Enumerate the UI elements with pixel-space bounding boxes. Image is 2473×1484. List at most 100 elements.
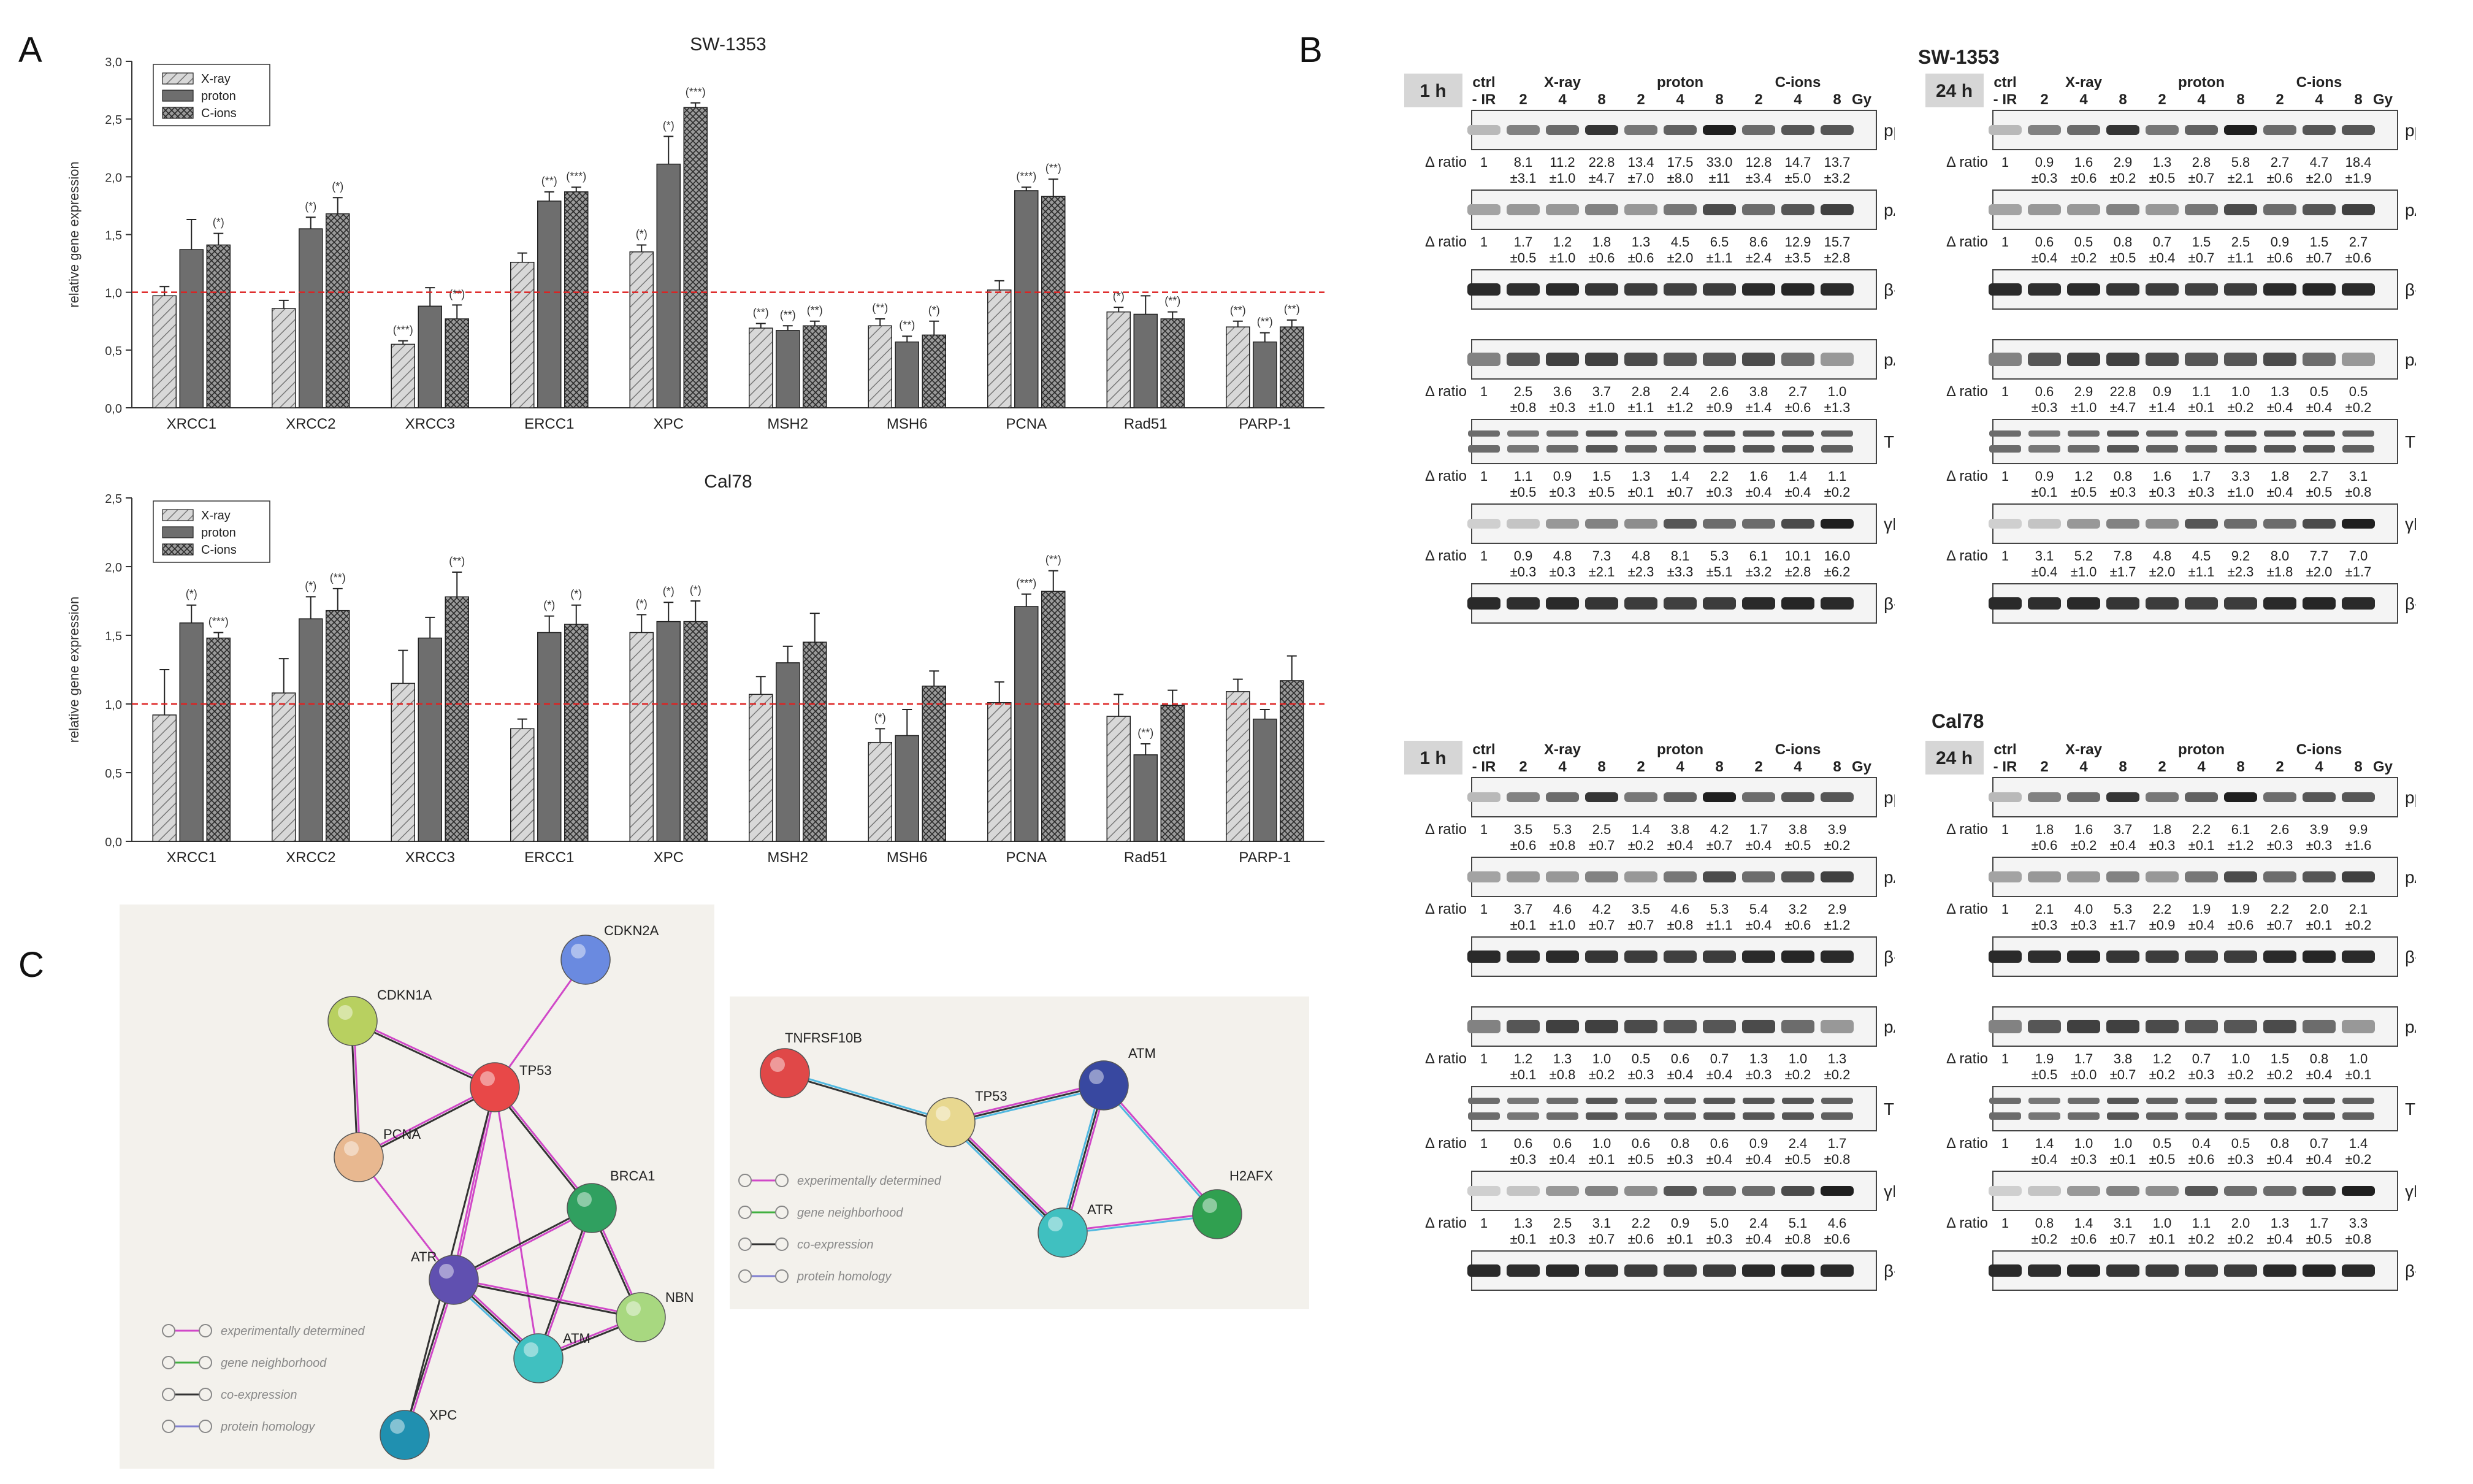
ratio-value: 2.5: [1514, 384, 1533, 399]
band: [1781, 283, 1814, 296]
delta-ratio-label: Δ ratio: [1425, 1215, 1467, 1231]
ratio-error: ±1.2: [2228, 838, 2254, 853]
ratio-value: 0.8: [2114, 234, 2133, 250]
ratio-value: 2.5: [1592, 822, 1611, 837]
ratio-value: 10.1: [1785, 548, 1811, 564]
ratio-value: 7.0: [2349, 548, 2368, 564]
bar-proton: [895, 735, 919, 842]
band: [1546, 445, 1578, 453]
x-tick-label: Rad51: [1124, 416, 1168, 432]
ratio-value: 0.5: [1632, 1051, 1651, 1066]
band: [1989, 1112, 2021, 1120]
network-edge: [1062, 1212, 1217, 1233]
ratio-value: 5.4: [1749, 901, 1768, 917]
ratio-value: 1: [1480, 822, 1488, 837]
band: [2068, 1112, 2100, 1120]
band: [2303, 1112, 2335, 1120]
bar-c-ions: [206, 244, 231, 408]
network-edge: [1063, 1214, 1218, 1235]
x-tick-label: ERCC1: [524, 416, 574, 432]
network-edge: [405, 1280, 456, 1436]
band: [1625, 430, 1657, 437]
delta-ratio-label: Δ ratio: [1946, 154, 1988, 170]
band: [1989, 950, 2022, 963]
ratio-value: 4.6: [1671, 901, 1690, 917]
ratio-value: 0.9: [1514, 548, 1533, 564]
node-highlight: [577, 1192, 592, 1207]
band: [2185, 950, 2218, 963]
ratio-error: ±1.3: [1824, 400, 1851, 415]
group-label: C-ions: [1775, 74, 1821, 91]
band: [2146, 125, 2179, 135]
band: [1989, 125, 2022, 135]
legend-label: X-ray: [201, 72, 231, 86]
band: [1546, 125, 1579, 135]
band: [2303, 1264, 2336, 1277]
band: [1624, 1186, 1657, 1196]
band: [2303, 1020, 2336, 1033]
ratio-error: ±0.1: [1510, 1231, 1537, 1247]
band: [2068, 445, 2100, 453]
ratio-error: ±0.1: [2110, 1152, 2136, 1167]
band: [2107, 1098, 2139, 1104]
ratio-value: 1.0: [2153, 1215, 2172, 1231]
ratio-value: 2.5: [1553, 1215, 1572, 1231]
ratio-error: ±0.2: [2267, 1067, 2293, 1082]
band: [1507, 204, 1540, 215]
band: [1585, 792, 1618, 802]
ratio-error: ±0.2: [2345, 400, 2372, 415]
dose-label: 8: [1833, 91, 1841, 108]
ratio-value: 1: [2001, 1215, 2009, 1231]
ratio-error: ±0.4: [2110, 838, 2136, 853]
bar-x-ray: [987, 289, 1012, 408]
network-node-label: NBN: [665, 1290, 694, 1305]
band: [1507, 1112, 1539, 1120]
ratio-error: ±0.2: [1589, 1067, 1615, 1082]
y-tick-label: 0,5: [105, 767, 122, 781]
band: [1507, 871, 1540, 882]
dose-label: 4: [2197, 759, 2206, 775]
delta-ratio-label: Δ ratio: [1946, 821, 1988, 838]
ratio-value: 15.7: [1824, 234, 1851, 250]
ratio-value: 1.5: [1592, 469, 1611, 484]
ratio-value: 1.8: [2153, 822, 2172, 837]
ratio-value: 4.5: [1671, 234, 1690, 250]
ratio-value: 1: [1480, 901, 1488, 917]
band: [1624, 597, 1657, 610]
ratio-value: 3.7: [1592, 384, 1611, 399]
x-tick-label: PCNA: [1006, 416, 1047, 432]
band: [2342, 430, 2374, 437]
ratio-value: 1.2: [2074, 469, 2093, 484]
network-node-tp53: [925, 1097, 976, 1147]
blot-cal78-24h: 24 h ctrl - IR X-ray proton C-ions 2 4 8 2 4 8 2 4 8 Gy…: [1925, 741, 2472, 1354]
ratio-value: 0.6: [1632, 1136, 1651, 1151]
band: [2067, 1264, 2100, 1277]
legend-swatch: [162, 526, 194, 538]
band: [1546, 597, 1579, 610]
ratio-error: ±1.2: [1824, 917, 1851, 933]
ratio-value: 1.1: [2192, 384, 2211, 399]
band: [1703, 204, 1736, 215]
band: [1989, 1264, 2022, 1277]
band: [1624, 871, 1657, 882]
band: [1781, 1264, 1814, 1277]
ratio-value: 2.2: [2271, 901, 2290, 917]
legend-node: [775, 1269, 789, 1283]
dose-label: 4: [1558, 759, 1567, 775]
significance-label: (**): [449, 555, 465, 567]
ratio-error: ±0.6: [1785, 400, 1811, 415]
dose-label: 4: [1676, 759, 1684, 775]
band-label-tnf: TNFRST: [1884, 432, 1895, 451]
ratio-value: 1: [2001, 822, 2009, 837]
significance-label: (*): [305, 200, 316, 212]
ratio-error: ±3.2: [1824, 170, 1851, 186]
band: [1742, 1264, 1775, 1277]
blot-sw1353-24h: 24 h ctrl - IR X-ray proton C-ions 2 4 8 2 4 8 2 4 8 Gy…: [1925, 74, 2472, 687]
band: [1468, 430, 1500, 437]
band: [2146, 430, 2178, 437]
ratio-error: ±0.7: [1589, 917, 1615, 933]
band: [2146, 1112, 2178, 1120]
bar-c-ions: [1041, 196, 1066, 408]
band: [2224, 204, 2257, 215]
ratio-error: ±0.6: [2267, 170, 2293, 186]
